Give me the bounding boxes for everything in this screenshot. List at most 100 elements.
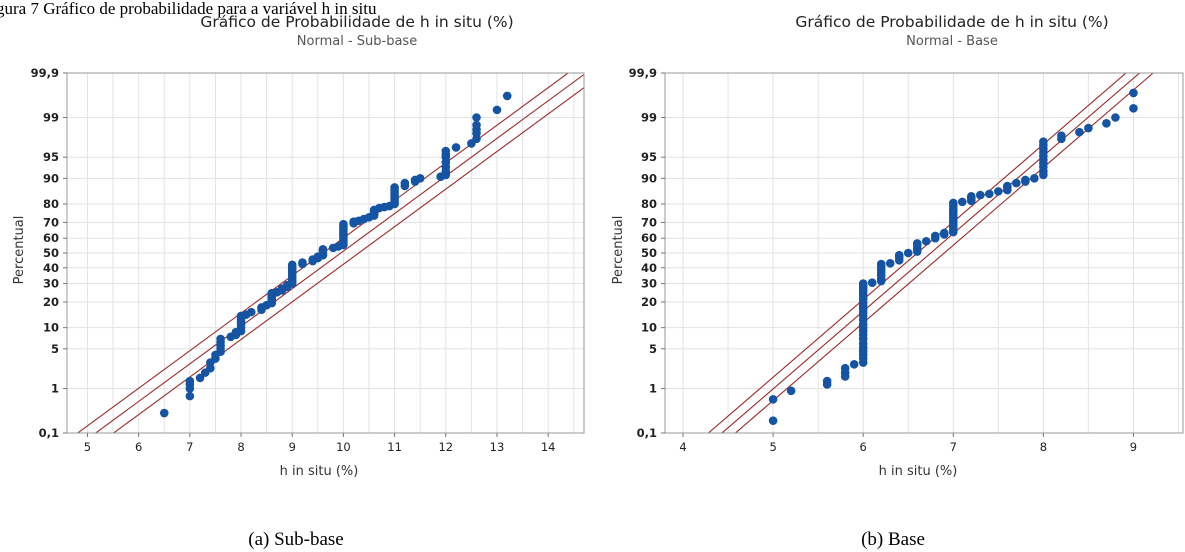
y-tick-label: 80: [43, 197, 59, 211]
y-tick-label: 95: [43, 150, 59, 164]
data-point: [339, 219, 348, 229]
data-point: [822, 376, 832, 386]
x-tick-label: 4: [679, 440, 686, 454]
y-tick-label: 99: [641, 110, 657, 124]
x-tick-label: 8: [237, 440, 244, 454]
data-point: [867, 278, 877, 288]
y-tick-label: 10: [43, 321, 59, 335]
y-tick-label: 20: [641, 295, 657, 309]
data-point: [185, 376, 195, 386]
data-point: [966, 191, 976, 201]
y-tick-label: 40: [641, 261, 657, 275]
data-point: [492, 105, 502, 115]
x-tick-label: 5: [769, 440, 776, 454]
data-point: [768, 416, 778, 425]
data-point: [903, 248, 913, 258]
y-tick-label: 1: [649, 382, 657, 396]
caption: (b) Base: [861, 529, 925, 550]
y-tick-label: 30: [641, 277, 657, 291]
data-point: [472, 113, 481, 122]
data-point: [159, 408, 169, 418]
x-tick-label: 9: [1130, 440, 1137, 454]
data-point: [1129, 104, 1138, 113]
x-tick-labels: 4 5 6 7 8 9: [679, 433, 1137, 454]
x-tick-label: 6: [135, 440, 142, 454]
y-tick-label: 50: [641, 246, 657, 260]
data-point: [441, 146, 451, 156]
x-axis-label: h in situ (%): [879, 464, 958, 479]
data-point: [894, 250, 904, 260]
caption: (a) Sub-base: [248, 529, 344, 550]
confidence-band-line: [734, 73, 1154, 433]
y-tick-label: 95: [641, 150, 657, 164]
y-tick-label: 99,9: [31, 66, 59, 80]
x-tick-labels: 5 6 7 8 9 10 11 12 13 14: [84, 433, 556, 454]
data-point: [1075, 127, 1084, 137]
data-point: [921, 236, 931, 246]
data-point: [976, 190, 985, 200]
y-tick-label: 40: [43, 261, 59, 275]
data-point: [994, 187, 1003, 196]
data-point: [472, 120, 481, 130]
data-point: [287, 260, 297, 270]
y-tick-label: 1: [51, 382, 59, 396]
x-tick-label: 14: [541, 440, 556, 454]
y-axis-label: Percentual: [611, 216, 626, 285]
data-point: [318, 245, 328, 254]
data-point: [1021, 175, 1030, 185]
y-tick-label: 5: [649, 342, 657, 356]
data-point: [246, 307, 256, 317]
confidence-band-line: [112, 86, 584, 433]
x-tick-label: 13: [490, 440, 505, 454]
x-tick-label: 10: [336, 440, 351, 454]
chart-subtitle: Normal - Base: [906, 34, 998, 49]
y-tick-label: 90: [43, 171, 59, 185]
y-tick-label: 99,9: [629, 66, 657, 80]
intro-text: gura 7 Gráfico de probabilidade para a v…: [0, 0, 377, 18]
data-point: [840, 363, 850, 373]
data-point: [930, 231, 940, 241]
data-point: [390, 183, 399, 192]
x-tick-label: 7: [950, 440, 957, 454]
panel-base: Gráfico de Probabilidade de h in situ (%…: [611, 13, 1184, 550]
data-point: [768, 395, 778, 404]
y-tick-label: 20: [43, 295, 59, 309]
data-point: [298, 258, 307, 267]
y-axis-label: Percentual: [12, 216, 27, 285]
data-point: [985, 189, 994, 199]
data-point: [885, 258, 895, 268]
x-tick-label: 9: [289, 440, 296, 454]
data-point: [415, 174, 425, 183]
y-tick-label: 0,1: [39, 426, 59, 440]
data-point: [1057, 131, 1066, 140]
data-points: [159, 91, 512, 418]
x-tick-label: 8: [1040, 440, 1047, 454]
data-point: [858, 279, 868, 288]
data-point: [957, 197, 967, 207]
data-point: [451, 143, 461, 152]
data-point: [1084, 123, 1093, 133]
data-point: [1003, 181, 1012, 191]
data-point: [876, 259, 886, 269]
y-tick-label: 60: [43, 231, 59, 245]
data-point: [502, 91, 512, 101]
grid: [665, 72, 1183, 434]
data-point: [400, 178, 410, 188]
x-tick-label: 12: [438, 440, 453, 454]
y-tick-label: 90: [641, 171, 657, 185]
fit-line: [721, 73, 1141, 433]
chart-title: Gráfico de Probabilidade de h in situ (%…: [795, 13, 1108, 31]
data-point: [1102, 119, 1111, 128]
data-point: [1111, 113, 1120, 122]
y-tick-label: 30: [43, 277, 59, 291]
y-tick-label: 70: [43, 215, 59, 229]
data-point: [195, 373, 205, 383]
x-tick-label: 7: [186, 440, 193, 454]
data-point: [1039, 137, 1048, 146]
x-tick-label: 5: [84, 440, 91, 454]
y-tick-label: 0,1: [637, 426, 657, 440]
data-point: [185, 391, 195, 401]
